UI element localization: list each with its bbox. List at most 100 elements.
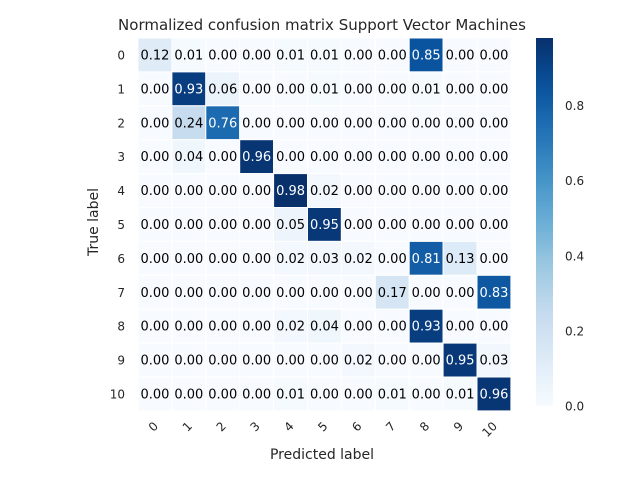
matrix-cell xyxy=(340,240,376,276)
matrix-cell xyxy=(408,342,444,378)
matrix-cell-value: 0.00 xyxy=(378,252,407,267)
matrix-cell-value: 0.00 xyxy=(242,320,271,335)
matrix-cell xyxy=(137,376,173,412)
matrix-cell-value: 0.00 xyxy=(140,150,169,165)
matrix-cell-value: 0.00 xyxy=(412,286,441,301)
y-tick-label: 9 xyxy=(117,354,125,368)
matrix-cell-value: 0.00 xyxy=(378,184,407,199)
x-tick-label: 1 xyxy=(180,419,195,434)
matrix-cell-value: 0.95 xyxy=(310,218,339,233)
x-tick-label: 2 xyxy=(214,419,229,434)
matrix-cell xyxy=(476,105,512,141)
matrix-cell xyxy=(374,376,410,412)
matrix-cell xyxy=(408,207,444,242)
matrix-cell-value: 0.00 xyxy=(242,116,271,131)
matrix-cell-value: 0.00 xyxy=(344,184,373,199)
matrix-cell xyxy=(171,240,207,276)
matrix-cell xyxy=(374,37,410,73)
matrix-cell xyxy=(137,37,173,73)
matrix-cell-value: 0.02 xyxy=(276,252,305,267)
matrix-cell-value: 0.00 xyxy=(174,286,203,301)
x-axis-label: Predicted label xyxy=(270,447,374,463)
matrix-cell-value: 0.00 xyxy=(446,82,475,97)
y-tick-label: 0 xyxy=(117,48,125,62)
x-tick-label: 7 xyxy=(383,419,398,434)
matrix-cell xyxy=(476,308,512,344)
matrix-cell xyxy=(476,173,512,209)
matrix-cell-value: 0.00 xyxy=(479,48,508,63)
x-tick-labels: 0 1 2 3 4 5 6 7 8 9 10 xyxy=(146,419,500,440)
matrix-cell-value: 0.83 xyxy=(479,286,508,301)
x-tick-label: 6 xyxy=(349,419,364,434)
matrix-cell xyxy=(273,274,309,310)
matrix-cell-value: 0.00 xyxy=(174,320,203,335)
matrix-cell-value: 0.04 xyxy=(174,150,203,165)
matrix-cell-value: 0.00 xyxy=(276,354,305,369)
matrix-cell xyxy=(171,37,207,73)
matrix-cell-value: 0.00 xyxy=(174,218,203,233)
matrix-cell xyxy=(137,71,173,107)
colorbar-gradient xyxy=(536,38,553,406)
matrix-cell-value: 0.00 xyxy=(378,218,407,233)
matrix-cell xyxy=(442,308,478,344)
matrix-cell-value: 0.01 xyxy=(276,387,305,402)
matrix-cell-labels: 0.12 0.01 0.00 0.00 0.01 0.01 0.00 0.00 0.85 0.00… xyxy=(140,48,508,402)
matrix-cell-value: 0.00 xyxy=(174,387,203,402)
matrix-cell xyxy=(307,71,342,107)
matrix-cell xyxy=(137,274,173,310)
matrix-cell xyxy=(239,207,275,242)
matrix-cell xyxy=(239,342,275,378)
matrix-cell xyxy=(137,240,173,276)
matrix-cell-value: 0.00 xyxy=(174,354,203,369)
matrix-cell-value: 0.00 xyxy=(140,354,169,369)
matrix-cell xyxy=(340,308,376,344)
chart-title: Normalized confusion matrix Support Vect… xyxy=(118,16,526,34)
matrix-cell-value: 0.00 xyxy=(242,354,271,369)
matrix-cell-value: 0.00 xyxy=(479,82,508,97)
matrix-cell xyxy=(205,173,241,209)
matrix-cell xyxy=(273,71,309,107)
matrix-cell xyxy=(205,71,241,107)
matrix-cell xyxy=(340,105,376,141)
matrix-cell xyxy=(408,139,444,175)
matrix-cell-value: 0.00 xyxy=(276,150,305,165)
matrix-cell-value: 0.00 xyxy=(140,286,169,301)
matrix-cell-value: 0.00 xyxy=(208,354,237,369)
matrix-cell xyxy=(205,342,241,378)
colorbar-tick-label: 0.8 xyxy=(565,99,584,113)
colorbar-tick-label: 0.2 xyxy=(565,324,584,338)
colorbar-tick-label: 0.6 xyxy=(565,174,584,188)
matrix-cell-value: 0.00 xyxy=(412,354,441,369)
matrix-cell xyxy=(273,342,309,378)
matrix-cell xyxy=(374,240,410,276)
y-tick-label: 1 xyxy=(117,82,125,96)
matrix-cell xyxy=(340,173,376,209)
matrix-cell-value: 0.00 xyxy=(412,184,441,199)
matrix-cell xyxy=(137,207,173,242)
matrix-cell-value: 0.98 xyxy=(276,184,305,199)
matrix-cell-value: 0.00 xyxy=(242,286,271,301)
matrix-cell-value: 0.00 xyxy=(344,286,373,301)
matrix-cell-value: 0.00 xyxy=(208,184,237,199)
matrix-cell-value: 0.24 xyxy=(174,116,203,131)
matrix-cell xyxy=(442,37,478,73)
matrix-cell xyxy=(205,139,241,175)
matrix-cell-value: 0.01 xyxy=(446,387,475,402)
matrix-cell-value: 0.05 xyxy=(276,218,305,233)
matrix-cell-value: 0.00 xyxy=(446,116,475,131)
y-tick-label: 8 xyxy=(117,320,125,334)
matrix-cell-value: 0.95 xyxy=(446,354,475,369)
x-tick-label: 3 xyxy=(247,419,262,434)
matrix-cell xyxy=(374,274,410,310)
y-tick-labels: 0 1 2 3 4 5 6 7 8 9 10 xyxy=(110,48,125,401)
matrix-cell-value: 0.81 xyxy=(412,252,441,267)
matrix-cell-value: 0.00 xyxy=(174,252,203,267)
matrix-cell-value: 0.00 xyxy=(242,218,271,233)
matrix-cell xyxy=(137,308,173,344)
matrix-cell xyxy=(374,308,410,344)
colorbar-tick-label: 0.0 xyxy=(565,400,584,414)
matrix-cell-value: 0.02 xyxy=(344,252,373,267)
matrix-cell-value: 0.76 xyxy=(208,116,237,131)
matrix-cell-value: 0.00 xyxy=(378,354,407,369)
matrix-cell xyxy=(408,105,444,141)
